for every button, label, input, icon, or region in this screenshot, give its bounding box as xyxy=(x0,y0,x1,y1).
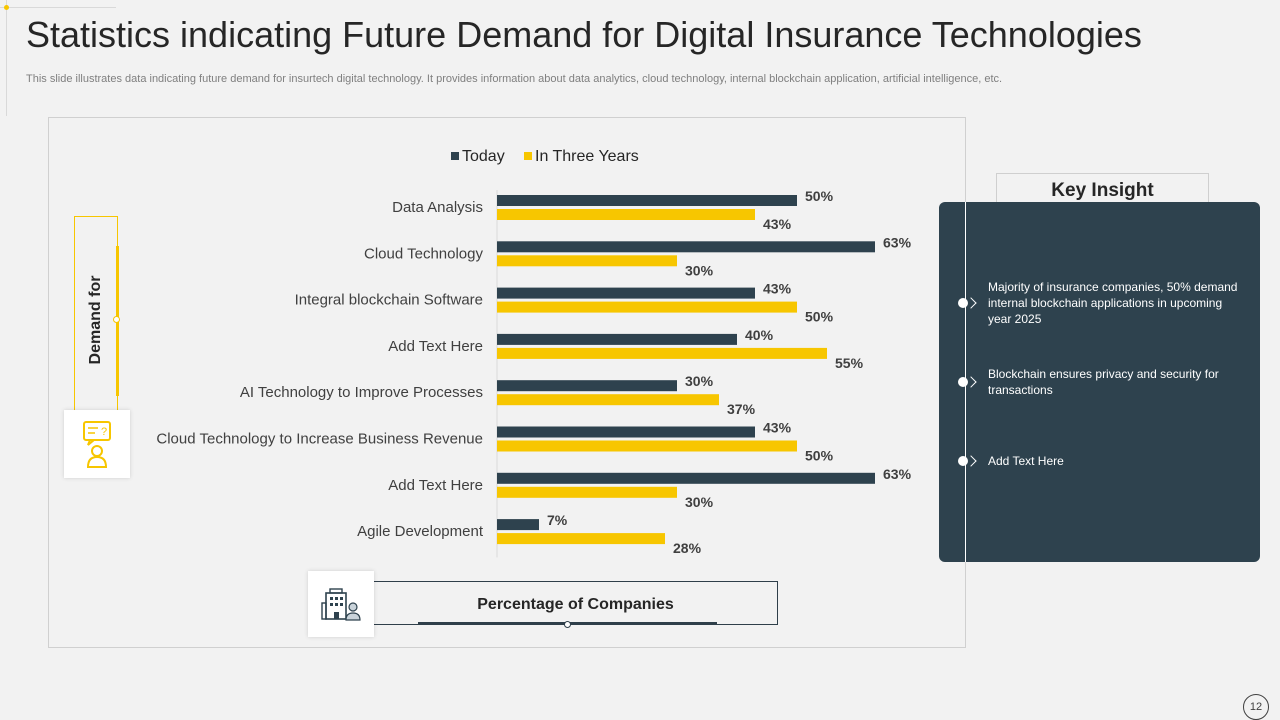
key-insight-panel: Majority of insurance companies, 50% dem… xyxy=(939,202,1260,562)
legend-label: In Three Years xyxy=(535,148,639,165)
bar xyxy=(497,427,755,438)
key-insight-item: Majority of insurance companies, 50% dem… xyxy=(988,279,1243,327)
category-label: Cloud Technology to Increase Business Re… xyxy=(156,431,483,448)
data-label: 63% xyxy=(883,466,912,482)
data-label: 43% xyxy=(763,281,792,297)
key-insight-item: Blockchain ensures privacy and security … xyxy=(988,366,1243,398)
bar xyxy=(497,487,677,498)
x-axis-accent-knob xyxy=(564,621,571,628)
bar xyxy=(497,195,797,206)
category-label: Add Text Here xyxy=(388,477,483,494)
question-person-icon-card: ? xyxy=(64,410,130,478)
data-label: 7% xyxy=(547,512,568,528)
data-label: 63% xyxy=(883,234,912,250)
svg-text:?: ? xyxy=(101,426,107,438)
data-label: 30% xyxy=(685,262,714,278)
data-label: 43% xyxy=(763,216,792,232)
building-person-icon-card xyxy=(308,571,374,637)
timeline-chevron-icon xyxy=(965,376,976,387)
data-label: 50% xyxy=(805,448,834,464)
bar xyxy=(497,302,797,313)
bar xyxy=(497,519,539,530)
key-insight-item: Add Text Here xyxy=(988,453,1243,469)
category-label: Add Text Here xyxy=(388,338,483,355)
bar xyxy=(497,473,875,484)
x-axis-title-box: Percentage of Companies xyxy=(374,581,778,625)
bar xyxy=(497,441,797,452)
timeline-chevron-icon xyxy=(965,297,976,308)
category-label: Data Analysis xyxy=(392,199,483,216)
bar xyxy=(497,241,875,252)
data-label: 30% xyxy=(685,373,714,389)
data-label: 37% xyxy=(727,401,756,417)
category-label: Integral blockchain Software xyxy=(295,292,483,309)
category-label: Agile Development xyxy=(357,523,484,540)
legend-swatch xyxy=(451,152,459,160)
data-label: 43% xyxy=(763,420,792,436)
legend-swatch xyxy=(524,152,532,160)
legend-label: Today xyxy=(462,148,505,165)
bar xyxy=(497,209,755,220)
y-axis-accent-knob xyxy=(113,316,120,323)
bar xyxy=(497,394,719,405)
data-label: 28% xyxy=(673,540,702,556)
data-label: 40% xyxy=(745,327,774,343)
bar xyxy=(497,348,827,359)
y-axis-title: Demand for xyxy=(87,276,105,365)
x-axis-title: Percentage of Companies xyxy=(374,596,777,614)
bar xyxy=(497,334,737,345)
category-label: Cloud Technology xyxy=(364,245,483,262)
bar xyxy=(497,533,665,544)
bar xyxy=(497,380,677,391)
category-label: AI Technology to Improve Processes xyxy=(240,384,483,401)
timeline-chevron-icon xyxy=(965,455,976,466)
question-person-icon: ? xyxy=(64,410,130,478)
data-label: 50% xyxy=(805,188,834,204)
page-number: 12 xyxy=(1243,694,1269,720)
data-label: 30% xyxy=(685,494,714,510)
bar xyxy=(497,288,755,299)
data-label: 55% xyxy=(835,355,864,371)
bar xyxy=(497,255,677,266)
building-person-icon xyxy=(308,571,374,637)
data-label: 50% xyxy=(805,309,834,325)
